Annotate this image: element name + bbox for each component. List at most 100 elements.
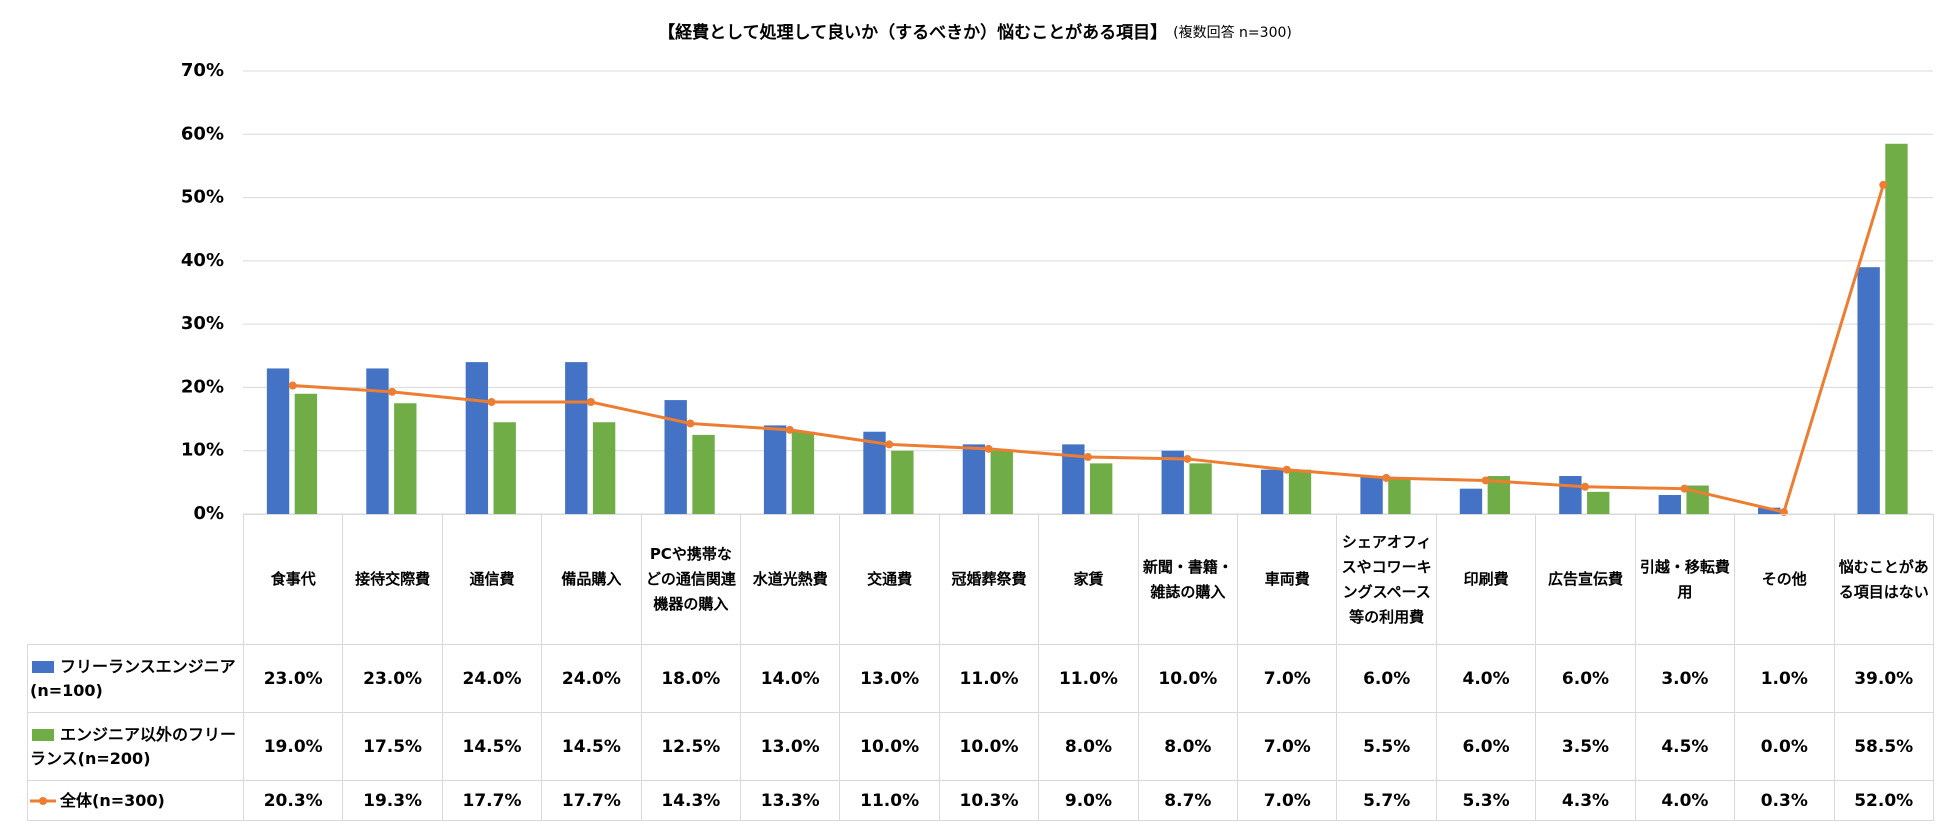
data-label: 7.0% bbox=[1237, 712, 1338, 781]
data-label: 5.5% bbox=[1336, 712, 1437, 781]
bar bbox=[394, 403, 417, 514]
data-label: 13.0% bbox=[740, 712, 841, 781]
line-marker bbox=[1183, 454, 1192, 463]
bar bbox=[1658, 495, 1681, 514]
bar bbox=[1189, 463, 1212, 514]
data-label: 4.3% bbox=[1535, 780, 1636, 821]
data-label: 13.3% bbox=[740, 780, 841, 821]
x-tick-label: 悩むことがある項目はない bbox=[1833, 514, 1934, 645]
bar bbox=[266, 368, 290, 514]
y-tick-label: 70% bbox=[181, 60, 224, 81]
line-marker bbox=[1680, 484, 1689, 493]
bar bbox=[1288, 469, 1312, 514]
data-label: 12.5% bbox=[640, 712, 742, 781]
data-table: 食事代 接待交際費 通信費 備品購入 PCや携帯などの通信関連機器の購入 水道光熱費 交通費… bbox=[27, 514, 1934, 821]
legend-label: エンジニア以外のフリーランス(n=200) bbox=[30, 724, 237, 768]
data-label: 6.0% bbox=[1336, 644, 1437, 713]
data-label: 11.0% bbox=[1038, 644, 1139, 713]
bar bbox=[1360, 476, 1383, 514]
x-tick-label: 食事代 bbox=[242, 514, 344, 645]
x-tick-label: 備品購入 bbox=[541, 514, 642, 645]
bar bbox=[592, 422, 616, 514]
data-label: 7.0% bbox=[1237, 780, 1338, 821]
line-marker bbox=[984, 444, 993, 453]
data-label: 3.0% bbox=[1634, 644, 1736, 713]
data-label: 23.0% bbox=[342, 644, 443, 713]
x-tick-label: 印刷費 bbox=[1435, 514, 1537, 645]
y-tick-label: 30% bbox=[181, 313, 224, 334]
data-label: 18.0% bbox=[640, 644, 742, 713]
series-row: 全体(n=300) 20.3% 19.3% 17.7% 17.7% 14.3% 13.3% 1… bbox=[27, 780, 1934, 821]
legend-cell: エンジニア以外のフリーランス(n=200) bbox=[27, 712, 244, 781]
bar bbox=[366, 368, 389, 514]
data-label: 17.7% bbox=[541, 780, 642, 821]
table-corner bbox=[27, 514, 244, 645]
bar bbox=[962, 444, 986, 514]
bar bbox=[763, 425, 787, 514]
chart-subtitle: (複数回答 n=300) bbox=[1173, 24, 1292, 41]
bar bbox=[1062, 444, 1085, 514]
bar bbox=[1161, 450, 1184, 514]
bar bbox=[664, 400, 687, 514]
data-label: 8.0% bbox=[1137, 712, 1239, 781]
line-marker bbox=[1084, 453, 1092, 462]
bar bbox=[565, 362, 588, 514]
data-label: 19.3% bbox=[342, 780, 443, 821]
bar bbox=[1857, 267, 1880, 514]
line-marker bbox=[686, 419, 695, 428]
data-label: 14.3% bbox=[640, 780, 742, 821]
bar bbox=[791, 431, 815, 514]
legend-label: 全体(n=300) bbox=[60, 790, 165, 810]
x-tick-label: その他 bbox=[1734, 514, 1835, 645]
x-tick-label: 交通費 bbox=[839, 514, 940, 645]
line-marker bbox=[1581, 482, 1590, 491]
line-marker bbox=[1382, 473, 1391, 482]
data-label: 7.0% bbox=[1237, 644, 1338, 713]
data-label: 23.0% bbox=[242, 644, 344, 713]
line-marker bbox=[1282, 465, 1291, 474]
line-marker bbox=[1481, 476, 1490, 485]
data-label: 8.0% bbox=[1038, 712, 1139, 781]
x-tick-label: 冠婚葬祭費 bbox=[938, 514, 1040, 645]
data-label: 10.3% bbox=[938, 780, 1040, 821]
data-label: 1.0% bbox=[1734, 644, 1835, 713]
bar bbox=[1758, 507, 1781, 514]
data-label: 0.0% bbox=[1734, 712, 1835, 781]
bar bbox=[493, 422, 516, 514]
data-label: 4.0% bbox=[1435, 644, 1537, 713]
data-label: 9.0% bbox=[1038, 780, 1139, 821]
data-label: 14.0% bbox=[740, 644, 841, 713]
y-tick-label: 10% bbox=[181, 440, 224, 461]
x-tick-label: 通信費 bbox=[441, 514, 543, 645]
legend-cell: フリーランスエンジニア(n=100) bbox=[27, 644, 244, 713]
bar bbox=[891, 450, 914, 514]
data-label: 10.0% bbox=[839, 712, 940, 781]
legend-icon bbox=[32, 729, 54, 741]
x-tick-label: 引越・移転費用 bbox=[1634, 514, 1736, 645]
data-label: 5.7% bbox=[1336, 780, 1437, 821]
bar bbox=[863, 431, 886, 514]
x-tick-label: 家賃 bbox=[1038, 514, 1139, 645]
data-label: 13.0% bbox=[839, 644, 940, 713]
line-marker bbox=[487, 397, 496, 406]
bar bbox=[1885, 143, 1908, 514]
x-tick-label: 広告宣伝費 bbox=[1535, 514, 1636, 645]
x-tick-label: 新聞・書籍・雑誌の購入 bbox=[1137, 514, 1239, 645]
data-label: 58.5% bbox=[1833, 712, 1934, 781]
data-label: 10.0% bbox=[1137, 644, 1239, 713]
data-label: 11.0% bbox=[938, 644, 1040, 713]
x-tick-label: PCや携帯などの通信関連機器の購入 bbox=[640, 514, 742, 645]
y-tick-label: 50% bbox=[181, 187, 224, 208]
legend-cell: 全体(n=300) bbox=[27, 780, 244, 821]
bar bbox=[1260, 469, 1284, 514]
data-label: 5.3% bbox=[1435, 780, 1537, 821]
data-label: 24.0% bbox=[541, 644, 642, 713]
x-tick-label: 車両費 bbox=[1237, 514, 1338, 645]
data-label: 0.3% bbox=[1734, 780, 1835, 821]
bar bbox=[1089, 463, 1113, 514]
legend-icon bbox=[30, 797, 56, 805]
bar bbox=[692, 434, 715, 514]
data-label: 3.5% bbox=[1535, 712, 1636, 781]
series-row: フリーランスエンジニア(n=100) 23.0% 23.0% 24.0% 24.0% 18… bbox=[27, 644, 1934, 713]
data-label: 52.0% bbox=[1833, 780, 1934, 821]
